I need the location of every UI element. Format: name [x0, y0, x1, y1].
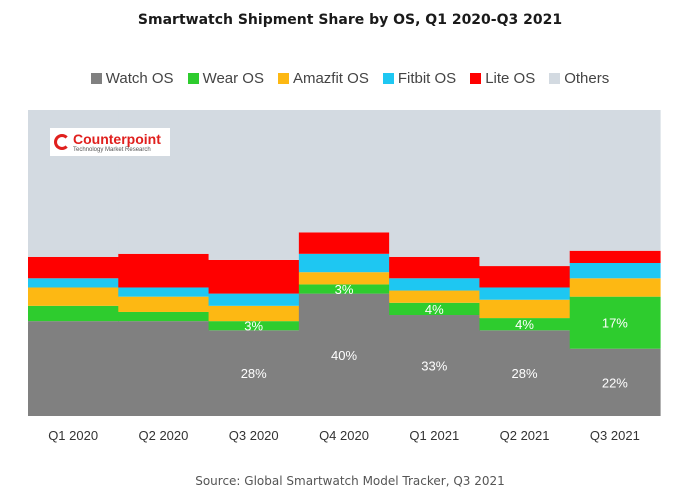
logo-tagline: Technology Market Research — [73, 146, 151, 153]
bar-segment-amazfit-os-q2-2020 — [118, 296, 210, 312]
chart-source-note: Source: Global Smartwatch Model Tracker,… — [195, 474, 505, 488]
bar-segment-watch-os-q3-2021 — [569, 348, 661, 416]
bar-segment-others-q3-2021 — [569, 110, 661, 251]
bar-segment-amazfit-os-q4-2020 — [298, 272, 390, 285]
bar-segment-lite-os-q1-2020 — [28, 256, 119, 279]
bar-segment-watch-os-q3-2020 — [208, 330, 300, 416]
bar-segment-watch-os-q2-2021 — [479, 330, 571, 416]
bar-segment-watch-os-q2-2020 — [118, 321, 210, 416]
legend-item-others: Others — [549, 70, 609, 87]
data-label-watch-os-q2-2021: 28% — [512, 366, 538, 381]
bar-segment-amazfit-os-q2-2021 — [479, 299, 571, 319]
legend-item-wear-os: Wear OS — [187, 70, 264, 87]
legend-label: Lite OS — [485, 70, 536, 87]
data-label-watch-os-q1-2021: 33% — [421, 359, 447, 374]
bar-segment-fitbit-os-q2-2020 — [118, 287, 210, 297]
bar-segment-lite-os-q2-2021 — [479, 266, 571, 288]
legend-label: Fitbit OS — [397, 70, 457, 87]
legend-swatch — [187, 73, 199, 84]
legend-swatch — [549, 73, 561, 84]
bar-segment-watch-os-q1-2020 — [28, 321, 119, 416]
bar-segment-lite-os-q4-2020 — [298, 232, 390, 254]
data-label-watch-os-q4-2020: 40% — [331, 348, 357, 363]
data-label-wear-os-q4-2020: 3% — [335, 282, 354, 297]
x-tick-label-q1-2020: Q1 2020 — [48, 428, 98, 443]
legend-label: Watch OS — [105, 70, 174, 87]
counterpoint-logo: Counterpoint Technology Market Research — [50, 128, 170, 156]
legend-item-lite-os: Lite OS — [470, 70, 535, 87]
x-tick-label-q4-2020: Q4 2020 — [319, 428, 369, 443]
bar-segment-fitbit-os-q1-2021 — [389, 278, 481, 291]
legend-swatch — [277, 73, 289, 84]
bar-segment-amazfit-os-q3-2020 — [208, 305, 300, 322]
bar-segment-lite-os-q3-2021 — [569, 250, 661, 263]
bar-segment-amazfit-os-q3-2021 — [569, 278, 661, 297]
counterpoint-logo-icon — [54, 134, 70, 150]
bar-segment-fitbit-os-q3-2021 — [569, 263, 661, 279]
bar-segment-wear-os-q2-2020 — [118, 311, 210, 322]
bar-segment-amazfit-os-q1-2020 — [28, 287, 119, 306]
x-tick-label-q3-2021: Q3 2021 — [590, 428, 640, 443]
bar-segment-fitbit-os-q1-2020 — [28, 278, 119, 288]
x-tick-label-q2-2021: Q2 2021 — [500, 428, 550, 443]
legend-label: Amazfit OS — [292, 70, 369, 87]
bar-segment-wear-os-q3-2021 — [569, 296, 661, 349]
bar-segment-others-q3-2020 — [208, 110, 300, 260]
bar-segment-others-q2-2021 — [479, 110, 571, 267]
bar-segment-lite-os-q1-2021 — [389, 256, 481, 279]
bar-segment-wear-os-q3-2020 — [208, 321, 300, 331]
legend-item-watch-os: Watch OS — [90, 70, 174, 87]
bar-segment-others-q4-2020 — [298, 110, 390, 233]
bar-segment-amazfit-os-q1-2021 — [389, 290, 481, 303]
bar-segment-fitbit-os-q4-2020 — [298, 253, 390, 273]
bar-segment-watch-os-q1-2021 — [389, 315, 481, 416]
data-label-wear-os-q3-2021: 17% — [602, 316, 628, 331]
x-tick-label-q2-2020: Q2 2020 — [138, 428, 188, 443]
legend-label: Wear OS — [202, 70, 264, 87]
chart-title: Smartwatch Shipment Share by OS, Q1 2020… — [137, 12, 563, 28]
bar-segment-others-q1-2021 — [389, 110, 481, 257]
data-label-wear-os-q3-2020: 3% — [244, 319, 263, 334]
logo-name: Counterpoint — [73, 130, 161, 147]
data-label-wear-os-q2-2021: 4% — [515, 317, 534, 332]
legend-item-amazfit-os: Amazfit OS — [277, 70, 369, 87]
bar-segment-fitbit-os-q2-2021 — [479, 287, 571, 300]
legend-swatch — [382, 73, 394, 84]
bar-segment-wear-os-q1-2021 — [389, 302, 481, 316]
bar-segment-lite-os-q2-2020 — [118, 253, 210, 288]
bar-segment-wear-os-q1-2020 — [28, 305, 119, 322]
legend-label: Others — [564, 70, 610, 87]
bar-segment-fitbit-os-q3-2020 — [208, 293, 300, 306]
chart-legend: Watch OS Wear OS Amazfit OS Fitbit OS Lite O… — [0, 70, 700, 87]
x-tick-label-q3-2020: Q3 2020 — [229, 428, 279, 443]
legend-swatch — [90, 73, 102, 84]
bar-segment-wear-os-q2-2021 — [479, 318, 571, 331]
legend-item-fitbit-os: Fitbit OS — [382, 70, 457, 87]
bar-segment-watch-os-q4-2020 — [298, 293, 390, 416]
bar-segment-lite-os-q3-2020 — [208, 259, 300, 294]
data-label-watch-os-q3-2021: 22% — [602, 375, 628, 390]
bar-segment-wear-os-q4-2020 — [298, 284, 390, 294]
data-label-watch-os-q3-2020: 28% — [241, 366, 267, 381]
data-label-wear-os-q1-2021: 4% — [425, 302, 444, 317]
legend-swatch — [470, 73, 482, 84]
x-tick-label-q1-2021: Q1 2021 — [409, 428, 459, 443]
